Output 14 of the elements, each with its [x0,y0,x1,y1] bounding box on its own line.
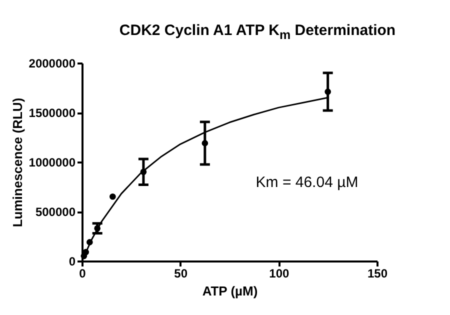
point [110,193,116,200]
y-tick-label: 2000000 [28,56,76,70]
x-tick-label: 150 [367,266,388,280]
annotation: Km = 46.04 µM [256,174,358,191]
y-axis-title: Luminescence (RLU) [10,98,25,228]
y-tick-label: 1000000 [28,156,76,170]
x-tick-label: 100 [269,266,290,280]
y-tick-label: 500000 [35,205,76,219]
y-tick-label: 0 [68,254,76,268]
y-tick-label: 1500000 [28,106,76,120]
x-tick-label: 50 [174,266,188,280]
x-tick-label: 0 [79,266,86,280]
chart-title: CDK2 Cyclin A1 ATP K$_{m}$ Determination [118,22,397,42]
x-axis-title: ATP (µM) [202,284,258,298]
